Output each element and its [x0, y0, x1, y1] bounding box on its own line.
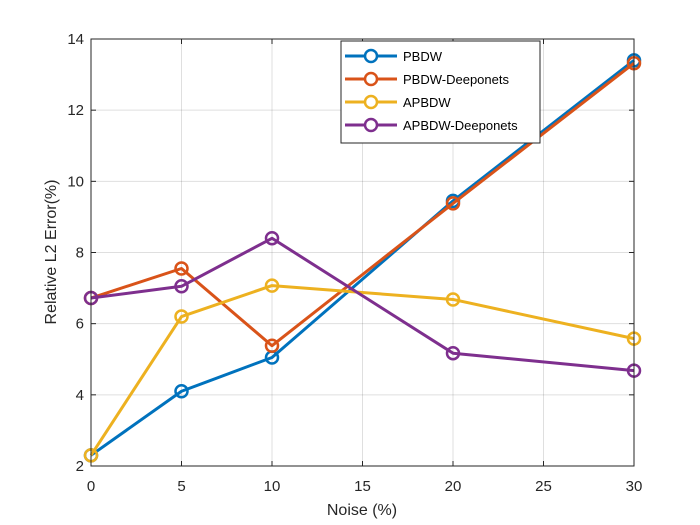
- legend-marker: [363, 48, 379, 64]
- x-axis-label: Noise (%): [327, 502, 397, 519]
- x-tick-label: 25: [535, 478, 552, 495]
- legend-label: APBDW: [403, 95, 451, 110]
- data-point-apbdw-deeponets: [445, 345, 461, 361]
- series-line-pbdw-deeponets: [90, 62, 635, 348]
- x-tick-label: 20: [445, 478, 462, 495]
- series-line-apbdw-deeponets: [90, 236, 635, 373]
- data-point-pbdw-deeponets: [174, 261, 189, 276]
- legend-label: PBDW-Deeponets: [403, 72, 509, 87]
- series-layer: [83, 53, 642, 463]
- y-tick-label: 10: [67, 173, 84, 190]
- legend-marker: [363, 71, 379, 87]
- legend-marker: [363, 117, 379, 133]
- series-line-pbdw: [90, 59, 635, 457]
- legend-label: PBDW: [403, 49, 443, 64]
- legend-item-pbdw-deeponets: PBDW-Deeponets: [345, 71, 509, 87]
- data-point-apbdw: [174, 309, 189, 324]
- x-tick-label: 10: [264, 478, 281, 495]
- x-tick-label: 0: [87, 478, 95, 495]
- y-tick-label: 4: [76, 387, 84, 404]
- y-tick-label: 14: [67, 31, 84, 48]
- y-tick-label: 8: [76, 245, 84, 262]
- legend-item-apbdw: APBDW: [345, 94, 451, 110]
- data-point-pbdw-deeponets: [264, 338, 280, 353]
- y-tick-label: 6: [76, 316, 84, 333]
- y-axis-label: Relative L2 Error(%): [43, 180, 60, 325]
- legend-item-pbdw: PBDW: [345, 48, 443, 64]
- data-point-pbdw: [174, 384, 189, 399]
- ticks: 0 5 10 15 20 25 30 2 4 6 8 10 12 14: [67, 31, 642, 495]
- x-tick-label: 15: [354, 478, 371, 495]
- data-point-apbdw: [264, 278, 280, 293]
- data-point-apbdw: [445, 292, 461, 307]
- legend-item-apbdw-deeponets: APBDW-Deeponets: [345, 117, 518, 133]
- x-tick-label: 30: [626, 478, 643, 495]
- data-point-apbdw-deeponets: [174, 279, 189, 294]
- series-line-apbdw: [89, 284, 635, 457]
- y-tick-label: 2: [76, 458, 84, 475]
- data-point-pbdw-deeponets: [445, 196, 461, 211]
- y-tick-label: 12: [67, 102, 84, 119]
- x-tick-label: 5: [177, 478, 185, 495]
- legend-marker: [363, 94, 379, 110]
- data-point-apbdw-deeponets: [264, 231, 280, 246]
- legend-label: APBDW-Deeponets: [403, 118, 518, 133]
- legend: PBDW PBDW-Deeponets APBDW APBDW-Deeponets: [340, 40, 541, 144]
- series-apbdw: [83, 278, 642, 463]
